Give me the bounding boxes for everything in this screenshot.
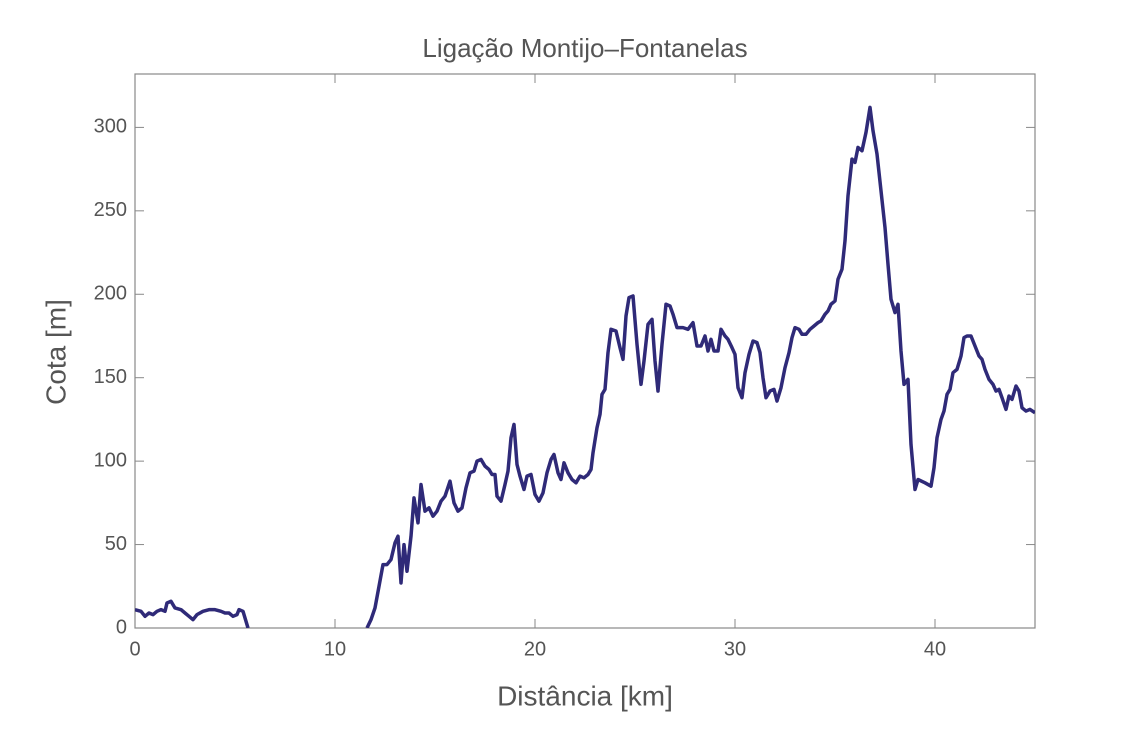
x-tick-label: 20 — [524, 638, 546, 660]
x-tick-label: 10 — [324, 638, 346, 660]
y-axis-label: Cota [m] — [40, 299, 71, 405]
chart-title: Ligação Montijo–Fontanelas — [422, 33, 747, 63]
y-tick-label: 250 — [94, 199, 127, 221]
x-tick-label: 40 — [924, 638, 946, 660]
y-tick-label: 300 — [94, 116, 127, 138]
y-tick-label: 100 — [94, 449, 127, 471]
plot-frame — [134, 73, 1036, 629]
y-tick-label: 200 — [94, 283, 127, 305]
x-tick-label: 0 — [129, 638, 140, 660]
x-axis-label: Distância [km] — [497, 680, 673, 711]
plot-area — [135, 105, 1035, 628]
line-series — [135, 105, 1035, 628]
y-tick-label: 150 — [94, 366, 127, 388]
x-tick-label: 30 — [724, 638, 746, 660]
y-tick-label: 50 — [105, 533, 127, 555]
y-tick-label: 0 — [116, 616, 127, 638]
